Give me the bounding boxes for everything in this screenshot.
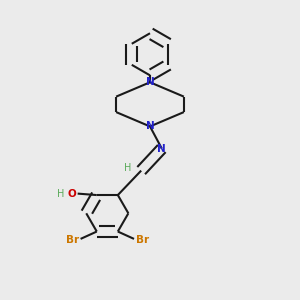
Text: Br: Br — [136, 236, 149, 245]
Text: Br: Br — [66, 236, 79, 245]
Text: H: H — [57, 189, 64, 199]
Text: O: O — [68, 189, 77, 199]
Text: N: N — [146, 77, 154, 87]
Text: H: H — [124, 163, 132, 173]
Text: N: N — [158, 143, 166, 154]
Text: N: N — [146, 122, 154, 131]
